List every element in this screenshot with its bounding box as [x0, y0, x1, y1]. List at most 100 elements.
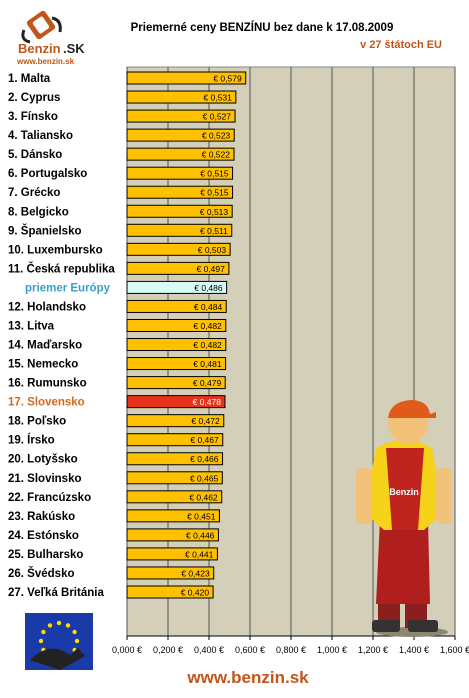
x-tick-label: 1,600 €: [440, 645, 469, 655]
bar: [126, 490, 223, 504]
bar-value-label: € 0,465: [190, 473, 219, 483]
category-label: 4. Taliansko: [8, 130, 73, 142]
category-label: 19. Írsko: [8, 434, 55, 447]
logo-suffix: .SK: [63, 41, 85, 56]
gridlines: [126, 67, 456, 636]
bar: [126, 452, 224, 466]
category-label: 22. Francúzsko: [8, 492, 91, 504]
category-label: 12. Holandsko: [8, 301, 86, 313]
bar-value-label: € 0,497: [197, 264, 226, 274]
category-label: 21. Slovinsko: [8, 473, 82, 485]
bar: [126, 528, 219, 542]
category-label: 14. Maďarsko: [8, 340, 82, 352]
category-label: 20. Lotyšsko: [8, 454, 78, 466]
category-label: 2. Cyprus: [8, 92, 60, 104]
x-tick-label: 0,600 €: [235, 645, 265, 655]
bar-value-label: € 0,481: [193, 359, 222, 369]
category-label: 3. Fínsko: [8, 111, 58, 123]
bar: [126, 318, 227, 332]
category-label: 25. Bulharsko: [8, 549, 83, 561]
bar-value-label: € 0,513: [200, 207, 229, 217]
bar: [126, 185, 234, 199]
bar: [126, 299, 227, 313]
category-label: 9. Španielsko: [8, 224, 82, 237]
average-bar: [126, 280, 228, 294]
x-tick-label: 0,800 €: [276, 645, 306, 655]
bar-value-label: € 0,579: [213, 74, 242, 84]
footer-url: www.benzin.sk: [186, 668, 309, 687]
bar-value-label: € 0,446: [186, 530, 215, 540]
bar-value-label: € 0,462: [189, 492, 218, 502]
category-label: 18. Poľsko: [8, 416, 66, 428]
bar-value-label: € 0,522: [202, 150, 231, 160]
bar: [126, 414, 225, 428]
category-label: 15. Nemecko: [8, 359, 78, 371]
bar: [126, 223, 233, 237]
chart-title: Priemerné ceny BENZÍNU bez dane k 17.08.…: [131, 21, 394, 34]
logo: Benzin .SK www.benzin.sk: [16, 10, 85, 66]
bar: [126, 357, 227, 371]
bar: [126, 471, 223, 485]
bar: [126, 433, 224, 447]
bar-value-label: € 0,479: [193, 378, 222, 388]
category-label: 8. Belgicko: [8, 206, 69, 218]
bar: [126, 109, 236, 123]
bar-value-label: € 0,451: [187, 511, 216, 521]
x-tick-label: 1,000 €: [317, 645, 347, 655]
bar-value-label: € 0,503: [198, 245, 227, 255]
bar: [126, 166, 234, 180]
category-label: 7. Grécko: [8, 187, 60, 199]
category-label: 24. Estónsko: [8, 530, 79, 542]
bar-value-label: € 0,441: [185, 549, 214, 559]
category-label: 23. Rakúsko: [8, 511, 75, 523]
bar: [126, 90, 237, 104]
x-axis: 0,000 € 0,200 € 0,400 € 0,600 € 0,800 € 1,000…: [112, 635, 469, 655]
bars: € 0,579 € 0,531 € 0,527 € 0,523 € 0,522 € 0,5…: [126, 71, 247, 599]
bar: [126, 242, 231, 256]
bar-value-label: € 0,482: [193, 340, 222, 350]
x-tick-label: 1,200 €: [358, 645, 388, 655]
bar-value-label: € 0,467: [190, 435, 219, 445]
category-label: 6. Portugalsko: [8, 168, 87, 180]
category-label: 26. Švédsko: [8, 567, 74, 580]
category-label: 17. Slovensko: [8, 397, 85, 409]
mechanic-illustration: Benzin: [356, 400, 452, 637]
bar: [126, 147, 235, 161]
x-tick-label: 0,000 €: [112, 645, 142, 655]
bar-value-label: € 0,466: [190, 454, 219, 464]
category-label: 16. Rumunsko: [8, 378, 87, 390]
bar-value-label: € 0,527: [203, 112, 232, 122]
bar: [126, 376, 226, 390]
bar: [126, 204, 233, 218]
x-tick-label: 0,400 €: [194, 645, 224, 655]
bar-value-label: € 0,420: [181, 588, 210, 598]
bar-value-label: € 0,482: [193, 321, 222, 331]
bar-value-label: € 0,484: [194, 302, 223, 312]
category-label: 11. Česká republika: [8, 262, 115, 275]
x-tick-label: 0,200 €: [153, 645, 183, 655]
bar: [126, 547, 218, 561]
bar: [126, 338, 227, 352]
category-label: 27. Veľká Británia: [8, 587, 104, 599]
category-label: 1. Malta: [8, 73, 51, 85]
category-label: 5. Dánsko: [8, 149, 62, 161]
mechanic-logo-text: Benzin: [389, 487, 419, 497]
bar-value-label: € 0,478: [193, 397, 222, 407]
bar-value-label: € 0,472: [191, 416, 220, 426]
bar-value-label: € 0,423: [181, 568, 210, 578]
bar-value-label: € 0,515: [200, 188, 229, 198]
bar: [126, 71, 247, 85]
bar: [126, 585, 214, 599]
eu-flag-icon: [25, 613, 93, 670]
bar-value-label: € 0,531: [203, 93, 232, 103]
bar-value-label: € 0,515: [200, 169, 229, 179]
fuel-pump-icon: [21, 10, 62, 44]
x-tick-label: 1,400 €: [399, 645, 429, 655]
category-label: priemer Európy: [25, 282, 111, 294]
highlight-bar: [126, 395, 226, 409]
logo-url: www.benzin.sk: [16, 57, 75, 66]
category-label: 13. Litva: [8, 320, 55, 332]
bar-value-label: € 0,523: [202, 131, 231, 141]
